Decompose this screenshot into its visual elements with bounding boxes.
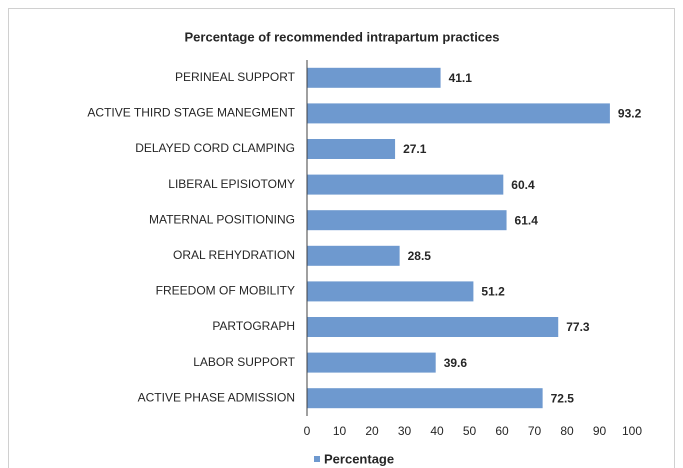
x-tick-label: 80 — [560, 424, 574, 438]
bar — [307, 317, 559, 337]
data-label: 27.1 — [403, 142, 427, 156]
y-tick-label: PARTOGRAPH — [212, 319, 295, 333]
bar — [307, 139, 396, 159]
x-tick-label: 70 — [528, 424, 542, 438]
x-tick-label: 30 — [398, 424, 412, 438]
bar — [307, 67, 441, 88]
bar — [307, 281, 474, 302]
legend-swatch — [314, 456, 320, 462]
x-tick-label: 20 — [365, 424, 379, 438]
y-tick-label: ACTIVE PHASE ADMISSION — [138, 390, 295, 404]
legend-label: Percentage — [324, 451, 394, 466]
y-tick-label: MATERNAL POSITIONING — [149, 212, 295, 226]
data-label: 72.5 — [551, 391, 575, 405]
x-tick-label: 100 — [622, 424, 642, 438]
data-label: 51.2 — [481, 285, 505, 299]
data-label: 93.2 — [618, 107, 642, 121]
bar — [307, 245, 400, 266]
y-tick-label: PERINEAL SUPPORT — [175, 70, 296, 84]
x-tick-label: 10 — [333, 424, 347, 438]
data-label: 28.5 — [408, 249, 432, 263]
data-label: 41.1 — [449, 71, 473, 85]
bar — [307, 352, 436, 373]
x-tick-label: 40 — [430, 424, 444, 438]
y-tick-label: FREEDOM OF MOBILITY — [156, 284, 295, 298]
data-label: 60.4 — [511, 178, 535, 192]
chart-title: Percentage of recommended intrapartum pr… — [185, 29, 500, 44]
bar — [307, 210, 507, 231]
bar — [307, 174, 504, 195]
y-tick-label: ACTIVE THIRD STAGE MANEGMENT — [87, 106, 295, 120]
y-tick-label: LIBERAL EPISIOTOMY — [168, 177, 295, 191]
bar — [307, 103, 610, 124]
legend-box — [296, 449, 424, 468]
x-tick-label: 60 — [495, 424, 509, 438]
data-label: 77.3 — [566, 320, 590, 334]
y-tick-label: LABOR SUPPORT — [193, 355, 295, 369]
y-tick-label: ORAL REHYDRATION — [173, 248, 295, 262]
y-tick-label: DELAYED CORD CLAMPING — [135, 141, 295, 155]
data-label: 39.6 — [444, 356, 468, 370]
x-tick-label: 50 — [463, 424, 477, 438]
x-tick-label: 0 — [304, 424, 311, 438]
x-tick-label: 90 — [593, 424, 607, 438]
data-label: 61.4 — [515, 213, 539, 227]
bar — [307, 388, 543, 409]
